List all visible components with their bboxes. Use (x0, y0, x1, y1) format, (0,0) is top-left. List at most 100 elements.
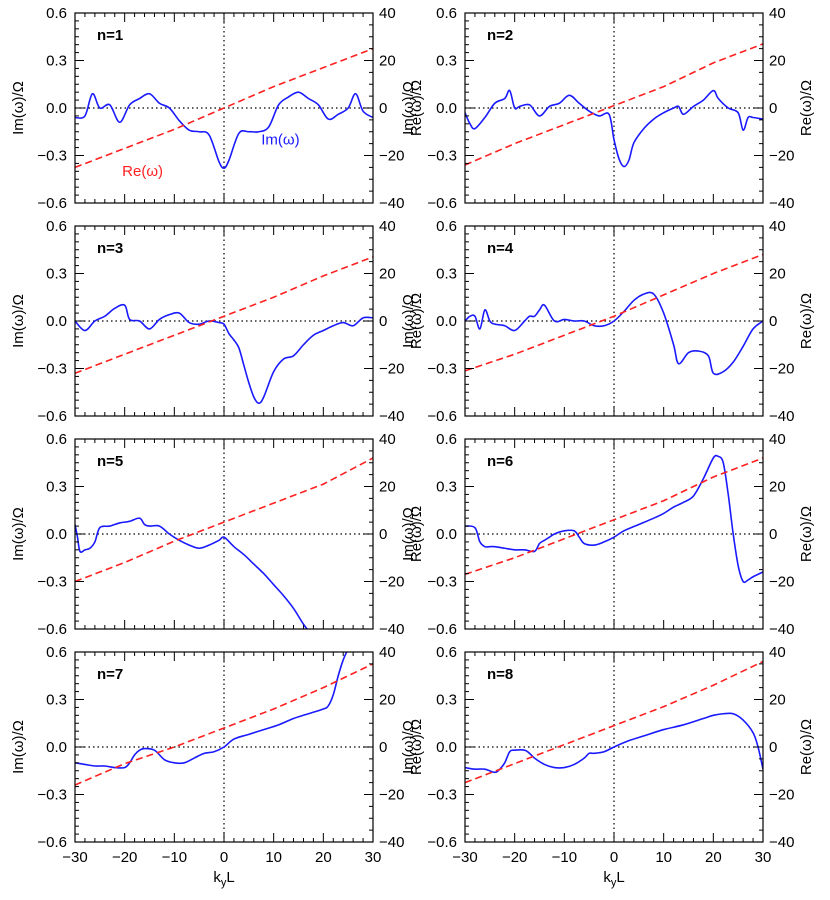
y-tick-label-left: −0.3 (427, 148, 457, 165)
y-tick-label-left: −0.3 (37, 787, 67, 804)
y-tick-label-right: −40 (769, 195, 794, 212)
panel-label: n=7 (97, 666, 123, 683)
y-axis-title-right: Re(ω)/Ω (408, 80, 425, 136)
y-axis-title-left: Im(ω)/Ω (400, 507, 417, 561)
y-axis-title-right: Re(ω)/Ω (408, 506, 425, 562)
y-tick-label-left: 0.0 (436, 739, 457, 756)
re-series-line (75, 256, 373, 374)
y-tick-label-left: 0.0 (436, 313, 457, 330)
y-axis-title-right: Re(ω)/Ω (798, 80, 815, 136)
y-tick-label-right: 0 (769, 739, 777, 756)
y-tick-label-left: 0.6 (436, 644, 457, 661)
im-series-line (75, 91, 373, 169)
im-series-line (465, 712, 763, 774)
y-axis-title-right: Re(ω)/Ω (798, 506, 815, 562)
y-tick-label-left: 0.3 (46, 266, 67, 283)
x-tick-label: −20 (502, 849, 527, 866)
x-tick-label: 30 (755, 849, 772, 866)
chart-panel-8: −0.6 −0.3 0.0 0.3 0.6 −40 −20 0 20 40 −30 −20 −10 0 10… (400, 644, 815, 889)
y-tick-label-left: 0.0 (46, 526, 67, 543)
x-tick-label: 20 (705, 849, 722, 866)
y-tick-label-left: 0.0 (46, 100, 67, 117)
y-tick-label-left: −0.6 (37, 834, 67, 851)
y-tick-label-left: 0.6 (436, 5, 457, 22)
y-tick-label-right: 20 (379, 479, 396, 496)
x-tick-label: 20 (315, 849, 332, 866)
y-tick-label-left: 0.3 (436, 479, 457, 496)
y-axis-title-left: Im(ω)/Ω (10, 720, 27, 774)
y-tick-label-right: −20 (379, 361, 404, 378)
y-tick-label-left: −0.6 (37, 195, 67, 212)
im-series-line (465, 454, 763, 584)
y-tick-label-left: −0.6 (427, 621, 457, 638)
y-tick-label-right: 20 (379, 692, 396, 709)
y-tick-label-left: 0.3 (436, 53, 457, 70)
y-tick-label-right: −40 (769, 834, 794, 851)
re-series-annotation: Re(ω) (122, 163, 163, 180)
x-tick-label: −10 (162, 849, 187, 866)
y-axis-title-left: Im(ω)/Ω (10, 507, 27, 561)
y-tick-label-right: −40 (769, 621, 794, 638)
y-tick-label-left: 0.3 (436, 692, 457, 709)
y-tick-label-right: 0 (769, 526, 777, 543)
y-tick-label-right: 20 (379, 53, 396, 70)
y-tick-label-right: 20 (769, 53, 786, 70)
y-tick-label-right: −40 (379, 834, 404, 851)
re-series-line (465, 660, 763, 784)
x-tick-label: −10 (552, 849, 577, 866)
y-tick-label-left: 0.6 (436, 218, 457, 235)
x-tick-label: 0 (220, 849, 228, 866)
x-tick-label: −20 (112, 849, 137, 866)
y-tick-label-right: 40 (379, 644, 396, 661)
y-tick-label-left: 0.0 (46, 313, 67, 330)
y-tick-label-right: −20 (379, 148, 404, 165)
re-series-line (465, 457, 763, 576)
x-tick-label: −30 (452, 849, 477, 866)
im-series-line (75, 517, 309, 629)
y-tick-label-right: 0 (379, 526, 387, 543)
y-tick-label-right: 0 (769, 313, 777, 330)
x-axis-title: kyL (213, 869, 234, 889)
x-tick-label: 10 (265, 849, 282, 866)
y-tick-label-right: −20 (769, 148, 794, 165)
y-tick-label-left: −0.6 (37, 621, 67, 638)
y-tick-label-right: 40 (769, 644, 786, 661)
y-tick-label-right: −40 (379, 408, 404, 425)
y-tick-label-right: 0 (379, 100, 387, 117)
y-axis-title-right: Re(ω)/Ω (408, 719, 425, 775)
x-tick-label: 10 (655, 849, 672, 866)
y-tick-label-right: 40 (379, 218, 396, 235)
y-tick-label-right: −20 (379, 574, 404, 591)
y-tick-label-right: 40 (769, 5, 786, 22)
y-tick-label-left: 0.0 (436, 100, 457, 117)
re-series-line (75, 47, 373, 169)
x-tick-label: 0 (610, 849, 618, 866)
y-tick-label-right: −20 (769, 787, 794, 804)
re-series-line (465, 43, 763, 166)
y-tick-label-right: −20 (769, 361, 794, 378)
x-axis-title: kyL (603, 869, 624, 889)
y-tick-label-left: −0.3 (37, 148, 67, 165)
re-series-line (75, 663, 373, 786)
y-tick-label-left: 0.6 (46, 5, 67, 22)
y-tick-label-right: 20 (769, 692, 786, 709)
re-series-line (465, 253, 763, 372)
y-tick-label-left: −0.6 (427, 408, 457, 425)
y-axis-title-right: Re(ω)/Ω (798, 719, 815, 775)
y-axis-title-right: Re(ω)/Ω (798, 293, 815, 349)
im-series-annotation: Im(ω) (261, 131, 299, 148)
x-tick-label: −30 (62, 849, 87, 866)
panel-label: n=6 (487, 453, 513, 470)
y-tick-label-right: 40 (379, 5, 396, 22)
panel-label: n=8 (487, 666, 513, 683)
y-tick-label-right: 0 (769, 100, 777, 117)
y-axis-title-left: Im(ω)/Ω (400, 294, 417, 348)
panel-label: n=2 (487, 27, 513, 44)
